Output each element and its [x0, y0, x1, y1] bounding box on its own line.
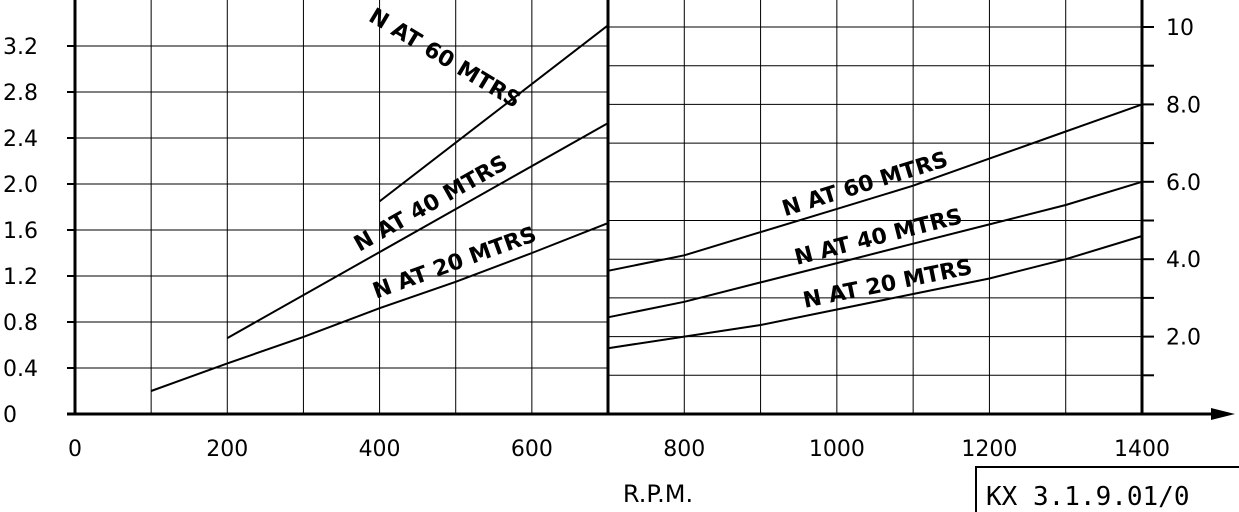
right-y-tick-label: 2.0: [1166, 326, 1201, 351]
right-series-1: [607, 180, 1143, 319]
tick-labels: 00.40.81.21.62.02.42.83.22.04.06.08.0100…: [3, 16, 1201, 462]
left-y-tick-label: 0.8: [3, 311, 38, 336]
left-y-tick-label: 3.2: [3, 35, 38, 60]
grid-lines: [75, 0, 1143, 414]
left-series-0: [378, 24, 609, 203]
left-y-tick-label: 0: [3, 403, 17, 428]
x-axis-title: R.P.M.: [623, 480, 693, 508]
right-y-tick-label: 8.0: [1166, 93, 1201, 118]
x-tick-label: 400: [359, 437, 401, 462]
drawing-reference-box: KX 3.1.9.01/0: [975, 466, 1239, 512]
left-series-2: [150, 222, 609, 392]
right-y-tick-label: 6.0: [1166, 171, 1201, 196]
left-y-tick-label: 2.8: [3, 81, 38, 106]
drawing-reference: KX 3.1.9.01/0: [986, 482, 1190, 512]
x-tick-label: 1400: [1114, 437, 1170, 462]
curve-label: N AT 60 MTRS: [779, 147, 951, 222]
curves: [150, 24, 1143, 392]
left-y-tick-label: 0.4: [3, 357, 38, 382]
x-tick-label: 1000: [809, 437, 865, 462]
right-series-2: [607, 235, 1143, 350]
x-tick-label: 1200: [961, 437, 1017, 462]
curve-label: N AT 60 MTRS: [364, 4, 524, 114]
left-y-tick-label: 2.0: [3, 173, 38, 198]
x-tick-label: 800: [663, 437, 705, 462]
axes: [67, 0, 1235, 420]
x-tick-label: 600: [511, 437, 553, 462]
x-tick-label: 200: [206, 437, 248, 462]
reference-frame: [975, 466, 1239, 512]
curve-label: N AT 20 MTRS: [801, 255, 975, 314]
left-y-tick-label: 1.6: [3, 219, 38, 244]
left-series-1: [226, 122, 609, 339]
right-y-tick-label: 4.0: [1166, 248, 1201, 273]
x-axis-arrow: [1211, 408, 1235, 420]
x-tick-label: 0: [68, 437, 82, 462]
left-y-tick-label: 2.4: [3, 127, 38, 152]
right-y-tick-label: 10: [1166, 16, 1194, 41]
left-y-tick-label: 1.2: [3, 265, 38, 290]
right-series-0: [607, 103, 1143, 272]
